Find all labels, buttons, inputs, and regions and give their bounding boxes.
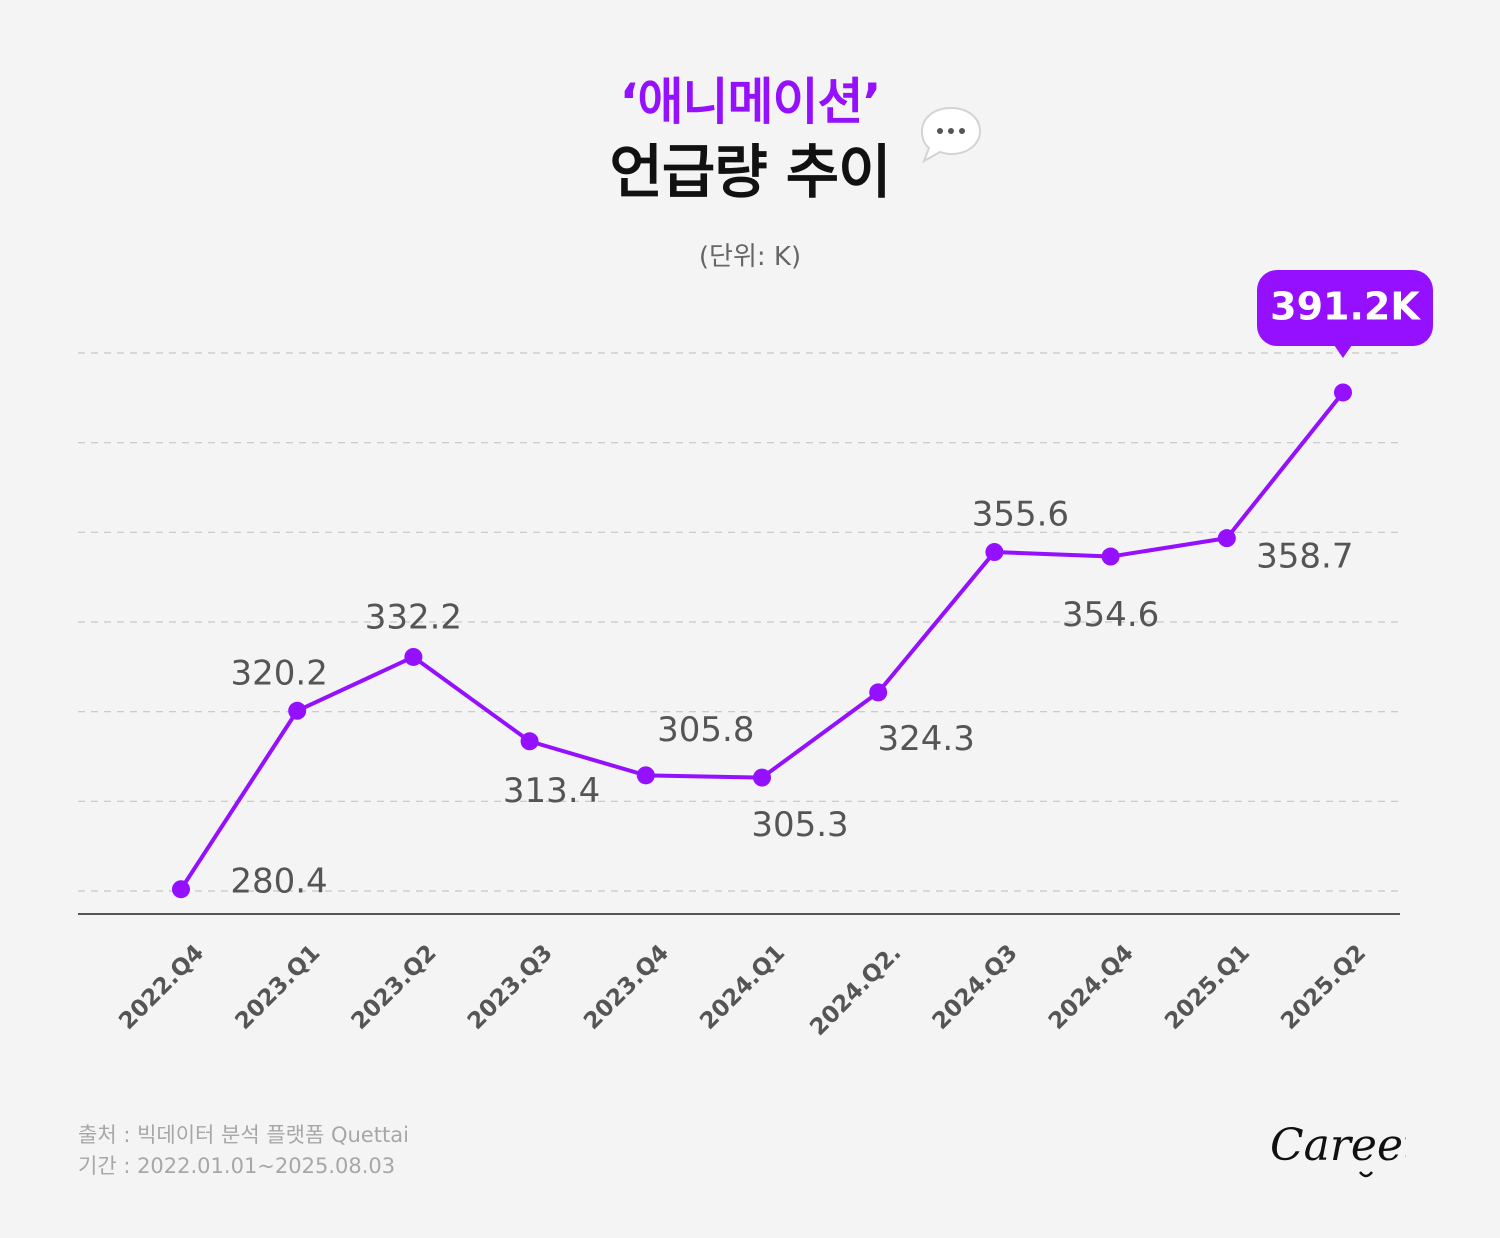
- x-tick-label: 2023.Q3: [463, 940, 558, 1035]
- data-point: [288, 701, 307, 720]
- data-point: [172, 880, 190, 899]
- highlight-value-label: 391.2K: [1270, 285, 1421, 329]
- x-tick-label: 2023.Q4: [579, 940, 674, 1035]
- data-label: 305.3: [751, 805, 848, 845]
- data-point: [1334, 383, 1352, 402]
- data-point: [520, 732, 539, 751]
- data-label: 358.7: [1256, 537, 1353, 577]
- careet-logo: Careet: [1270, 1120, 1406, 1178]
- data-label: 354.6: [1062, 595, 1159, 635]
- data-label: 313.4: [503, 771, 600, 811]
- data-label: 305.8: [657, 710, 754, 750]
- x-tick-label: 2024.Q2.: [805, 940, 906, 1041]
- highlight-callout: [1257, 270, 1433, 346]
- unit-label: (단위: K): [698, 242, 802, 272]
- data-label: 320.2: [231, 653, 328, 693]
- period-text: 기간 : 2022.01.01~2025.08.03: [78, 1154, 396, 1178]
- data-label: 280.4: [230, 862, 327, 902]
- data-label: 332.2: [365, 597, 462, 637]
- x-tick-label: 2024.Q3: [928, 940, 1023, 1035]
- data-point: [636, 766, 655, 785]
- x-tick-label: 2024.Q4: [1044, 940, 1139, 1035]
- data-label: 355.6: [972, 495, 1069, 535]
- chart-title: ‘애니메이션’ 언급량 추이: [0, 70, 1500, 210]
- x-tick-label: 2022.Q4: [114, 940, 209, 1035]
- data-point: [1217, 529, 1236, 548]
- speech-bubble-icon: [920, 106, 982, 164]
- data-label: 324.3: [878, 719, 975, 759]
- source-note: 출처 : 빅데이터 분석 플랫폼 Quettai 기간 : 2022.01.01…: [78, 1120, 409, 1182]
- title-subject: 언급량 추이: [609, 138, 892, 206]
- logo-text: Careet: [1270, 1120, 1406, 1171]
- data-point: [753, 768, 771, 787]
- data-point: [869, 683, 888, 702]
- x-tick-label: 2025.Q2: [1276, 940, 1371, 1035]
- callout-pointer: [1334, 345, 1352, 358]
- data-point: [1101, 547, 1120, 566]
- source-text: 출처 : 빅데이터 분석 플랫폼 Quettai: [78, 1123, 409, 1147]
- title-keyword: ‘애니메이션’: [619, 73, 882, 131]
- x-tick-label: 2023.Q2: [347, 940, 442, 1035]
- x-tick-label: 2025.Q1: [1160, 940, 1255, 1035]
- x-tick-label: 2024.Q1: [695, 940, 790, 1035]
- x-tick-label: 2023.Q1: [230, 940, 325, 1035]
- data-point: [404, 647, 423, 666]
- data-point: [985, 543, 1004, 562]
